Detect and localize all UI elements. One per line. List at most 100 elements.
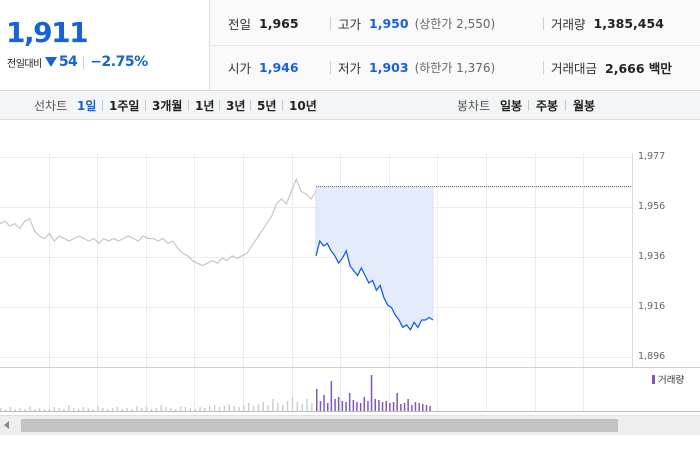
tab-3-months[interactable]: 3개월 — [152, 99, 183, 113]
volume-bar — [77, 409, 80, 411]
stat-prev-close: 전일 1,965 — [228, 14, 299, 32]
change-area — [316, 186, 433, 330]
y-tick-label: 1,916 — [638, 301, 666, 312]
volume-bar — [194, 409, 196, 411]
volume-bar — [291, 397, 294, 411]
tab-3-years[interactable]: 3년 — [226, 99, 246, 113]
volume-bar — [267, 405, 269, 411]
divider — [83, 55, 85, 69]
tab-monthly-candle[interactable]: 월봉 — [573, 99, 596, 113]
volume-bar — [367, 401, 369, 411]
stat-low: 저가 1,903 (하한가 1,376) — [338, 58, 495, 76]
volume-bar — [150, 409, 153, 411]
divider — [330, 61, 331, 74]
volume-swatch — [652, 374, 655, 384]
volume-bar — [184, 407, 187, 411]
scrollbar-thumb[interactable] — [21, 419, 618, 432]
divider — [250, 100, 251, 111]
volume-bar — [48, 409, 51, 411]
volume-bar — [228, 404, 230, 411]
volume-bar — [385, 401, 387, 411]
price-chart[interactable]: 1,977 1,956 1,936 1,916 1,896 거래량 — [0, 121, 700, 415]
scroll-left-arrow-icon[interactable] — [4, 421, 9, 429]
tab-1-week[interactable]: 1주일 — [109, 99, 140, 113]
y-tick-label: 1,896 — [638, 351, 666, 362]
volume-bar — [316, 389, 318, 411]
stat-value: 2,666 백만 — [605, 60, 672, 76]
volume-bar — [126, 408, 128, 411]
tab-10-years[interactable]: 10년 — [289, 99, 317, 113]
volume-bar — [418, 403, 420, 411]
divider — [219, 100, 220, 111]
volume-bar — [396, 393, 398, 411]
volume-bar — [301, 404, 303, 411]
volume-bar — [306, 399, 308, 411]
volume-bar — [247, 403, 250, 411]
lower-limit: (하한가 1,376) — [414, 60, 496, 75]
stat-label: 시가 — [228, 60, 252, 76]
volume-bar — [348, 393, 351, 411]
volume-bar — [407, 399, 409, 411]
volume-bar — [170, 408, 172, 411]
volume-bar — [425, 405, 428, 411]
volume-bar — [63, 409, 65, 411]
volume-bar — [82, 407, 85, 411]
stat-label: 거래대금 — [551, 60, 598, 76]
volume-bar — [102, 408, 104, 411]
volume-bar — [282, 405, 284, 411]
volume-bar — [327, 403, 329, 411]
volume-bar — [414, 402, 417, 411]
volume-bar — [252, 406, 255, 411]
volume-bar — [34, 409, 36, 411]
volume-bar — [131, 409, 133, 411]
volume-bar — [24, 409, 26, 411]
volume-bar — [381, 402, 384, 411]
volume-bar — [204, 408, 206, 411]
stat-label: 전일 — [228, 16, 252, 32]
volume-bar — [319, 401, 322, 411]
volume-bar — [19, 408, 21, 411]
stat-label: 저가 — [338, 60, 362, 76]
volume-bar — [337, 397, 340, 411]
volume-bar — [334, 399, 336, 411]
divider — [543, 61, 544, 74]
volume-bar — [111, 408, 114, 411]
stats-panel: 전일 1,965 고가 1,950 (상한가 2,550) 거래량 1,385,… — [209, 0, 700, 90]
divider — [282, 100, 283, 111]
volume-bar — [341, 401, 344, 411]
volume-bar — [136, 406, 138, 411]
volume-bar — [43, 409, 46, 411]
tab-1-year[interactable]: 1년 — [195, 99, 215, 113]
volume-bar — [38, 408, 41, 411]
volume-bar — [389, 403, 391, 411]
current-price: 1,911 — [6, 16, 89, 49]
volume-bar — [141, 408, 143, 411]
tab-weekly-candle[interactable]: 주봉 — [536, 99, 559, 113]
volume-bar — [277, 403, 279, 411]
volume-bar — [243, 405, 245, 411]
volume-bar — [262, 402, 264, 411]
stock-summary: 1,911 전일대비 54 −2.75% 전일 1,965 고가 1,950 (… — [0, 0, 700, 91]
period-tabs: 선차트 1일 1주일 3개월 1년 3년 5년 10년 봉차트 일봉 주봉 월봉 — [0, 91, 700, 120]
tab-5-years[interactable]: 5년 — [257, 99, 277, 113]
today-price-line — [315, 239, 434, 332]
volume-bar — [429, 406, 431, 411]
tab-1-day[interactable]: 1일 — [77, 99, 97, 113]
stat-amount: 거래대금 2,666 백만 — [551, 58, 672, 76]
chart-canvas — [0, 153, 700, 412]
volume-bar — [155, 408, 158, 411]
volume-bar — [14, 409, 17, 411]
volume-bar — [374, 399, 376, 411]
chart-scrollbar[interactable] — [0, 415, 700, 435]
divider — [543, 17, 544, 30]
change-percent: −2.75% — [90, 54, 148, 70]
stat-high: 고가 1,950 (상한가 2,550) — [338, 14, 495, 32]
divider — [145, 100, 146, 111]
volume-bar — [53, 407, 55, 411]
volume-bar — [392, 402, 395, 411]
line-chart-label: 선차트 — [34, 99, 68, 113]
volume-bar — [223, 406, 226, 411]
divider — [528, 100, 529, 111]
volume-bar — [145, 407, 148, 411]
tab-daily-candle[interactable]: 일봉 — [500, 99, 523, 113]
